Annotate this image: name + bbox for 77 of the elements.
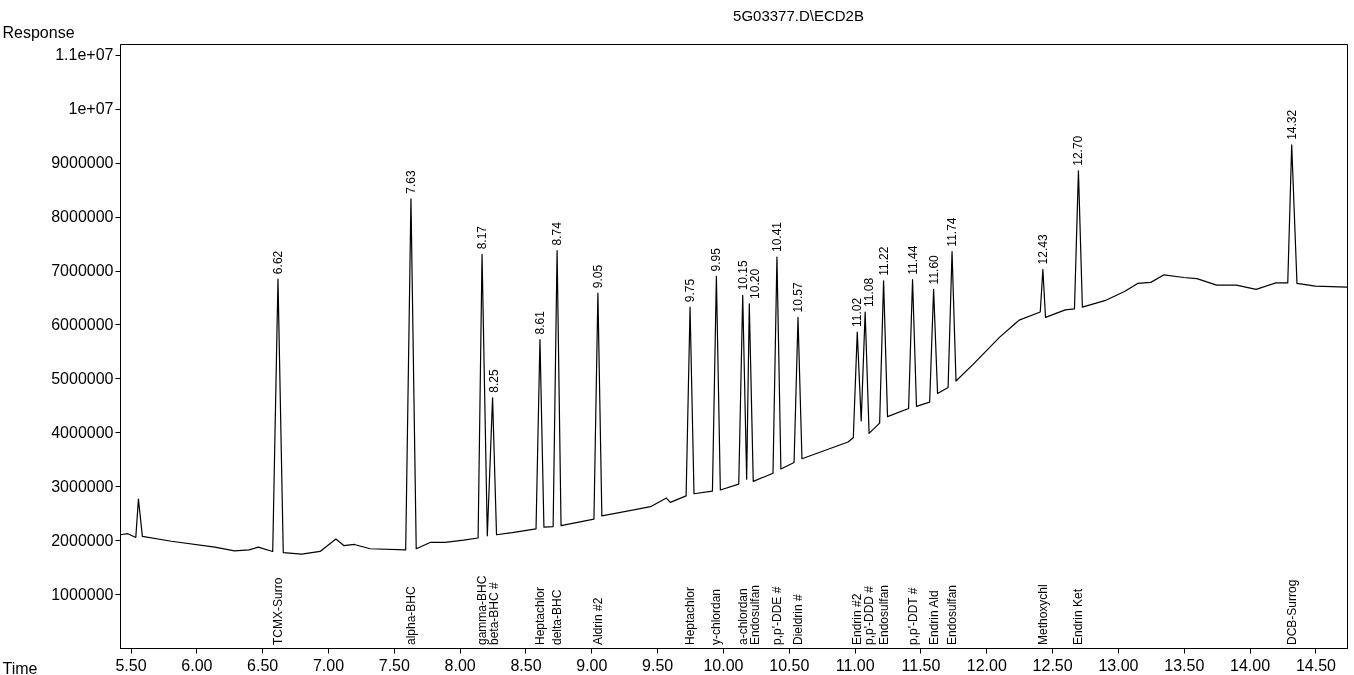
- y-tick-label: 2000000: [51, 531, 114, 549]
- annotation: 11.22: [876, 246, 891, 276]
- annotation: Endosulfan: [747, 584, 762, 645]
- x-tick-label: 6.50: [247, 656, 279, 674]
- annotation: 10.15: [735, 259, 750, 291]
- annotation: beta-BHC #: [487, 581, 502, 645]
- x-tick-label: 13.00: [1098, 656, 1139, 674]
- annotation: p,p'-DDT #: [905, 587, 920, 645]
- x-tick-label: 8.00: [444, 656, 476, 674]
- x-axis-title: Time: [2, 659, 38, 675]
- annotation: Endrin #2: [850, 593, 865, 645]
- y-tick-label: 5000000: [51, 369, 114, 387]
- y-tick-label: 8000000: [51, 208, 114, 226]
- annotation: 8.61: [532, 310, 547, 335]
- annotation: Heptachlor: [683, 586, 698, 645]
- x-tick-label: 14.00: [1230, 656, 1271, 674]
- annotation: 8.17: [475, 225, 490, 250]
- annotation: 11.02: [850, 297, 865, 327]
- annotation: 11.60: [926, 254, 941, 285]
- x-tick-label: 7.50: [378, 656, 411, 674]
- x-tick-label: 13.50: [1164, 656, 1205, 674]
- annotation: delta-BHC: [550, 589, 565, 645]
- y-axis-title: Response: [2, 23, 75, 41]
- annotation: Endrin Ald: [926, 590, 941, 645]
- annotation: 7.63: [403, 170, 418, 194]
- annotation: 10.57: [791, 282, 806, 313]
- annotation: 10.41: [769, 221, 784, 253]
- y-tick-label: 1.1e+07: [55, 46, 114, 64]
- annotation: alpha-BHC: [403, 585, 418, 645]
- x-tick-label: 12.50: [1032, 656, 1073, 674]
- x-tick-label: 5.50: [115, 656, 147, 674]
- annotation: 10.20: [747, 268, 762, 299]
- annotation: 12.70: [1071, 135, 1086, 166]
- annotation: 14.32: [1284, 109, 1299, 140]
- annotation: 11.08: [862, 277, 877, 308]
- annotation: 12.43: [1035, 234, 1050, 265]
- annotation: a-chlordan: [735, 588, 750, 645]
- y-tick-label: 1000000: [51, 585, 114, 603]
- x-tick-label: 11.00: [835, 656, 875, 674]
- annotation: Endrin Ket: [1071, 588, 1086, 645]
- y-tick-label: 4000000: [51, 423, 114, 441]
- annotation: Heptachlor: [532, 586, 547, 645]
- x-tick-label: 14.50: [1295, 656, 1337, 674]
- x-tick-label: 10.00: [703, 656, 744, 674]
- x-tick-label: 9.00: [576, 656, 608, 674]
- y-tick-label: 6000000: [51, 315, 114, 333]
- annotation: 9.05: [590, 264, 605, 289]
- y-tick-label: 7000000: [51, 262, 114, 279]
- annotation: p,p'-DDD #: [862, 585, 877, 645]
- x-tick-label: 8.50: [510, 656, 542, 674]
- annotation: 9.95: [709, 247, 724, 272]
- x-tick-label: 6.00: [181, 656, 213, 674]
- annotation: Endosulfan: [945, 584, 960, 645]
- annotation: p,p'-DDE #: [769, 586, 784, 645]
- x-tick-label: 11.50: [901, 656, 941, 674]
- y-tick-label: 1e+07: [68, 100, 114, 118]
- annotation: Dieldrin #: [791, 593, 806, 645]
- y-tick-label: 9000000: [51, 154, 114, 172]
- annotation: Aldrin #2: [590, 597, 605, 645]
- annotation: Methoxychl: [1035, 584, 1050, 645]
- annotation: 11.44: [905, 245, 920, 275]
- x-tick-label: 7.00: [312, 656, 345, 674]
- x-tick-label: 10.50: [769, 656, 810, 674]
- annotation: gamma-BHC: [475, 575, 490, 645]
- y-tick-label: 3000000: [51, 477, 114, 495]
- annotation: DCB-Surrog: [1284, 579, 1299, 645]
- annotation: 8.25: [487, 369, 502, 393]
- x-tick-label: 12.00: [966, 656, 1007, 674]
- chart-title: 5G03377.D\ECD2B: [733, 7, 864, 24]
- x-tick-label: 9.50: [642, 656, 674, 674]
- annotation: Endosulfan: [876, 584, 891, 645]
- annotation: 6.62: [270, 250, 285, 275]
- annotation: 8.74: [550, 221, 565, 246]
- annotation: y-chlordan: [709, 588, 724, 645]
- annotation: TCMX-Surro: [270, 577, 285, 645]
- annotation: 9.75: [683, 278, 698, 303]
- annotation: 11.74: [945, 217, 960, 247]
